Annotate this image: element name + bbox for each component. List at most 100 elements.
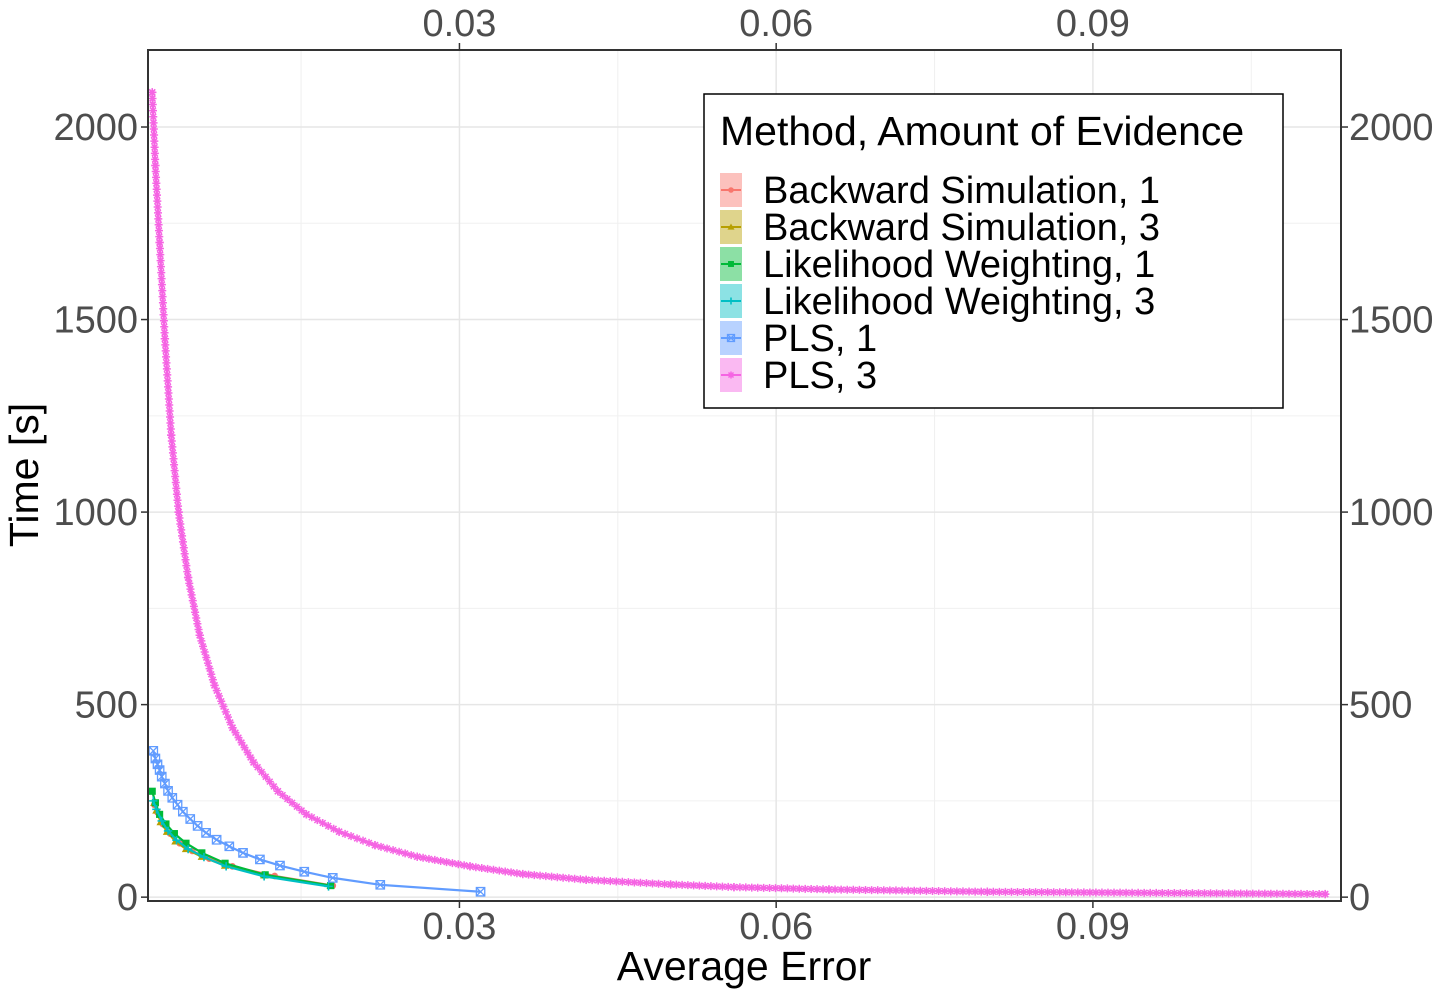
series-path-marker — [171, 472, 180, 481]
data-point — [148, 787, 156, 795]
data-point — [148, 745, 159, 756]
series-path-marker — [1158, 888, 1167, 897]
data-point — [334, 827, 344, 836]
series-path-marker — [324, 821, 333, 830]
series-path-marker — [168, 442, 177, 451]
series-path-marker — [1224, 889, 1233, 898]
series-path-marker — [965, 887, 974, 896]
series-path-marker — [1079, 888, 1088, 897]
series-path-marker — [753, 883, 762, 892]
legend-item: Likelihood Weighting, 3 — [720, 281, 1155, 323]
series-4 — [148, 745, 486, 897]
series-path-marker — [149, 112, 158, 121]
legend-box — [703, 93, 1284, 409]
series-path-marker — [771, 884, 780, 893]
series-path-marker — [928, 886, 937, 895]
legend-item: Backward Simulation, 1 — [720, 170, 1160, 212]
data-point — [183, 573, 193, 582]
legend-item: PLS, 3 — [720, 355, 877, 397]
series-path-marker — [636, 878, 645, 887]
legend-label: Likelihood Weighting, 1 — [763, 244, 1155, 286]
series-layer — [148, 88, 1330, 899]
data-point — [729, 882, 739, 892]
series-path-marker — [226, 718, 235, 727]
series-path-marker — [150, 137, 159, 146]
series-path-marker — [1272, 889, 1281, 898]
series-path-marker — [1116, 888, 1125, 897]
series-path-marker — [1037, 888, 1046, 897]
legend-item: Likelihood Weighting, 1 — [720, 244, 1155, 286]
series-path-marker — [1194, 889, 1203, 898]
series-path-marker — [553, 873, 562, 882]
series-path-marker — [169, 454, 178, 463]
series-path-marker — [1103, 888, 1112, 897]
series-path-marker — [214, 691, 223, 700]
series-path-marker — [1019, 888, 1028, 897]
y-tick-label-right: 1000 — [1349, 492, 1434, 534]
series-path-marker — [283, 794, 292, 803]
series-path-marker — [1043, 888, 1052, 897]
series-path-marker — [157, 280, 166, 289]
legend-marker — [728, 261, 734, 267]
series-path-marker — [159, 310, 168, 319]
series-path-marker — [541, 872, 550, 881]
series-path-marker — [377, 842, 386, 851]
series-path-marker — [171, 478, 180, 487]
series-path-marker — [1303, 889, 1312, 898]
series-path-marker — [695, 881, 704, 890]
series-path-marker — [186, 585, 195, 594]
series-path-marker — [257, 768, 266, 777]
series-path-marker — [151, 155, 160, 164]
series-path-marker — [1212, 889, 1221, 898]
series-path-marker — [989, 887, 998, 896]
x-tick-label: 0.03 — [422, 906, 496, 948]
series-path-marker — [547, 872, 556, 881]
series-path-marker — [168, 448, 177, 457]
series-path-marker — [189, 602, 198, 611]
series-path-marker — [153, 197, 162, 206]
y-tick-label: 1000 — [53, 492, 138, 534]
series-path-marker — [977, 887, 986, 896]
series-path-marker — [430, 855, 439, 864]
data-point — [465, 862, 475, 871]
series-path-marker — [436, 856, 445, 865]
series-path-marker — [654, 879, 663, 888]
y-tick-label-right: 0 — [1349, 877, 1370, 919]
y-tick-label-right: 500 — [1349, 685, 1412, 727]
legend-title: Method, Amount of Evidence — [720, 108, 1244, 154]
series-path-marker — [180, 549, 189, 558]
series-path-marker — [735, 883, 744, 892]
series-path-marker — [724, 882, 733, 891]
x-tick-label: 0.09 — [1056, 906, 1130, 948]
data-point — [1320, 889, 1330, 899]
series-path-marker — [161, 346, 170, 355]
series-path-marker — [187, 590, 196, 599]
series-path-marker — [154, 220, 163, 229]
data-point — [183, 844, 193, 854]
series-path-marker — [208, 675, 217, 684]
series-path-marker — [594, 876, 603, 885]
x-tick-label: 0.06 — [739, 906, 813, 948]
series-path-marker — [922, 886, 931, 895]
series-path-marker — [1055, 888, 1064, 897]
series-path-marker — [153, 208, 162, 217]
data-point — [249, 758, 258, 767]
series-path-marker — [159, 304, 168, 313]
legend-marker — [727, 371, 735, 379]
series-path-marker — [648, 879, 657, 888]
y-tick-label: 0 — [117, 877, 138, 919]
series-path-marker — [152, 173, 161, 182]
series-path-marker — [158, 286, 167, 295]
series-path-marker — [157, 274, 166, 283]
series-path-marker — [843, 885, 852, 894]
series-path-marker — [424, 854, 433, 863]
series-path-marker — [165, 407, 174, 416]
series-path-marker — [191, 608, 200, 617]
series-path-marker — [1236, 889, 1245, 898]
series-path-marker — [152, 179, 161, 188]
data-point — [198, 849, 206, 857]
series-path-marker — [234, 733, 243, 742]
series-path-marker — [175, 514, 184, 523]
series-path-marker — [231, 728, 240, 737]
series-5 — [148, 88, 1330, 899]
